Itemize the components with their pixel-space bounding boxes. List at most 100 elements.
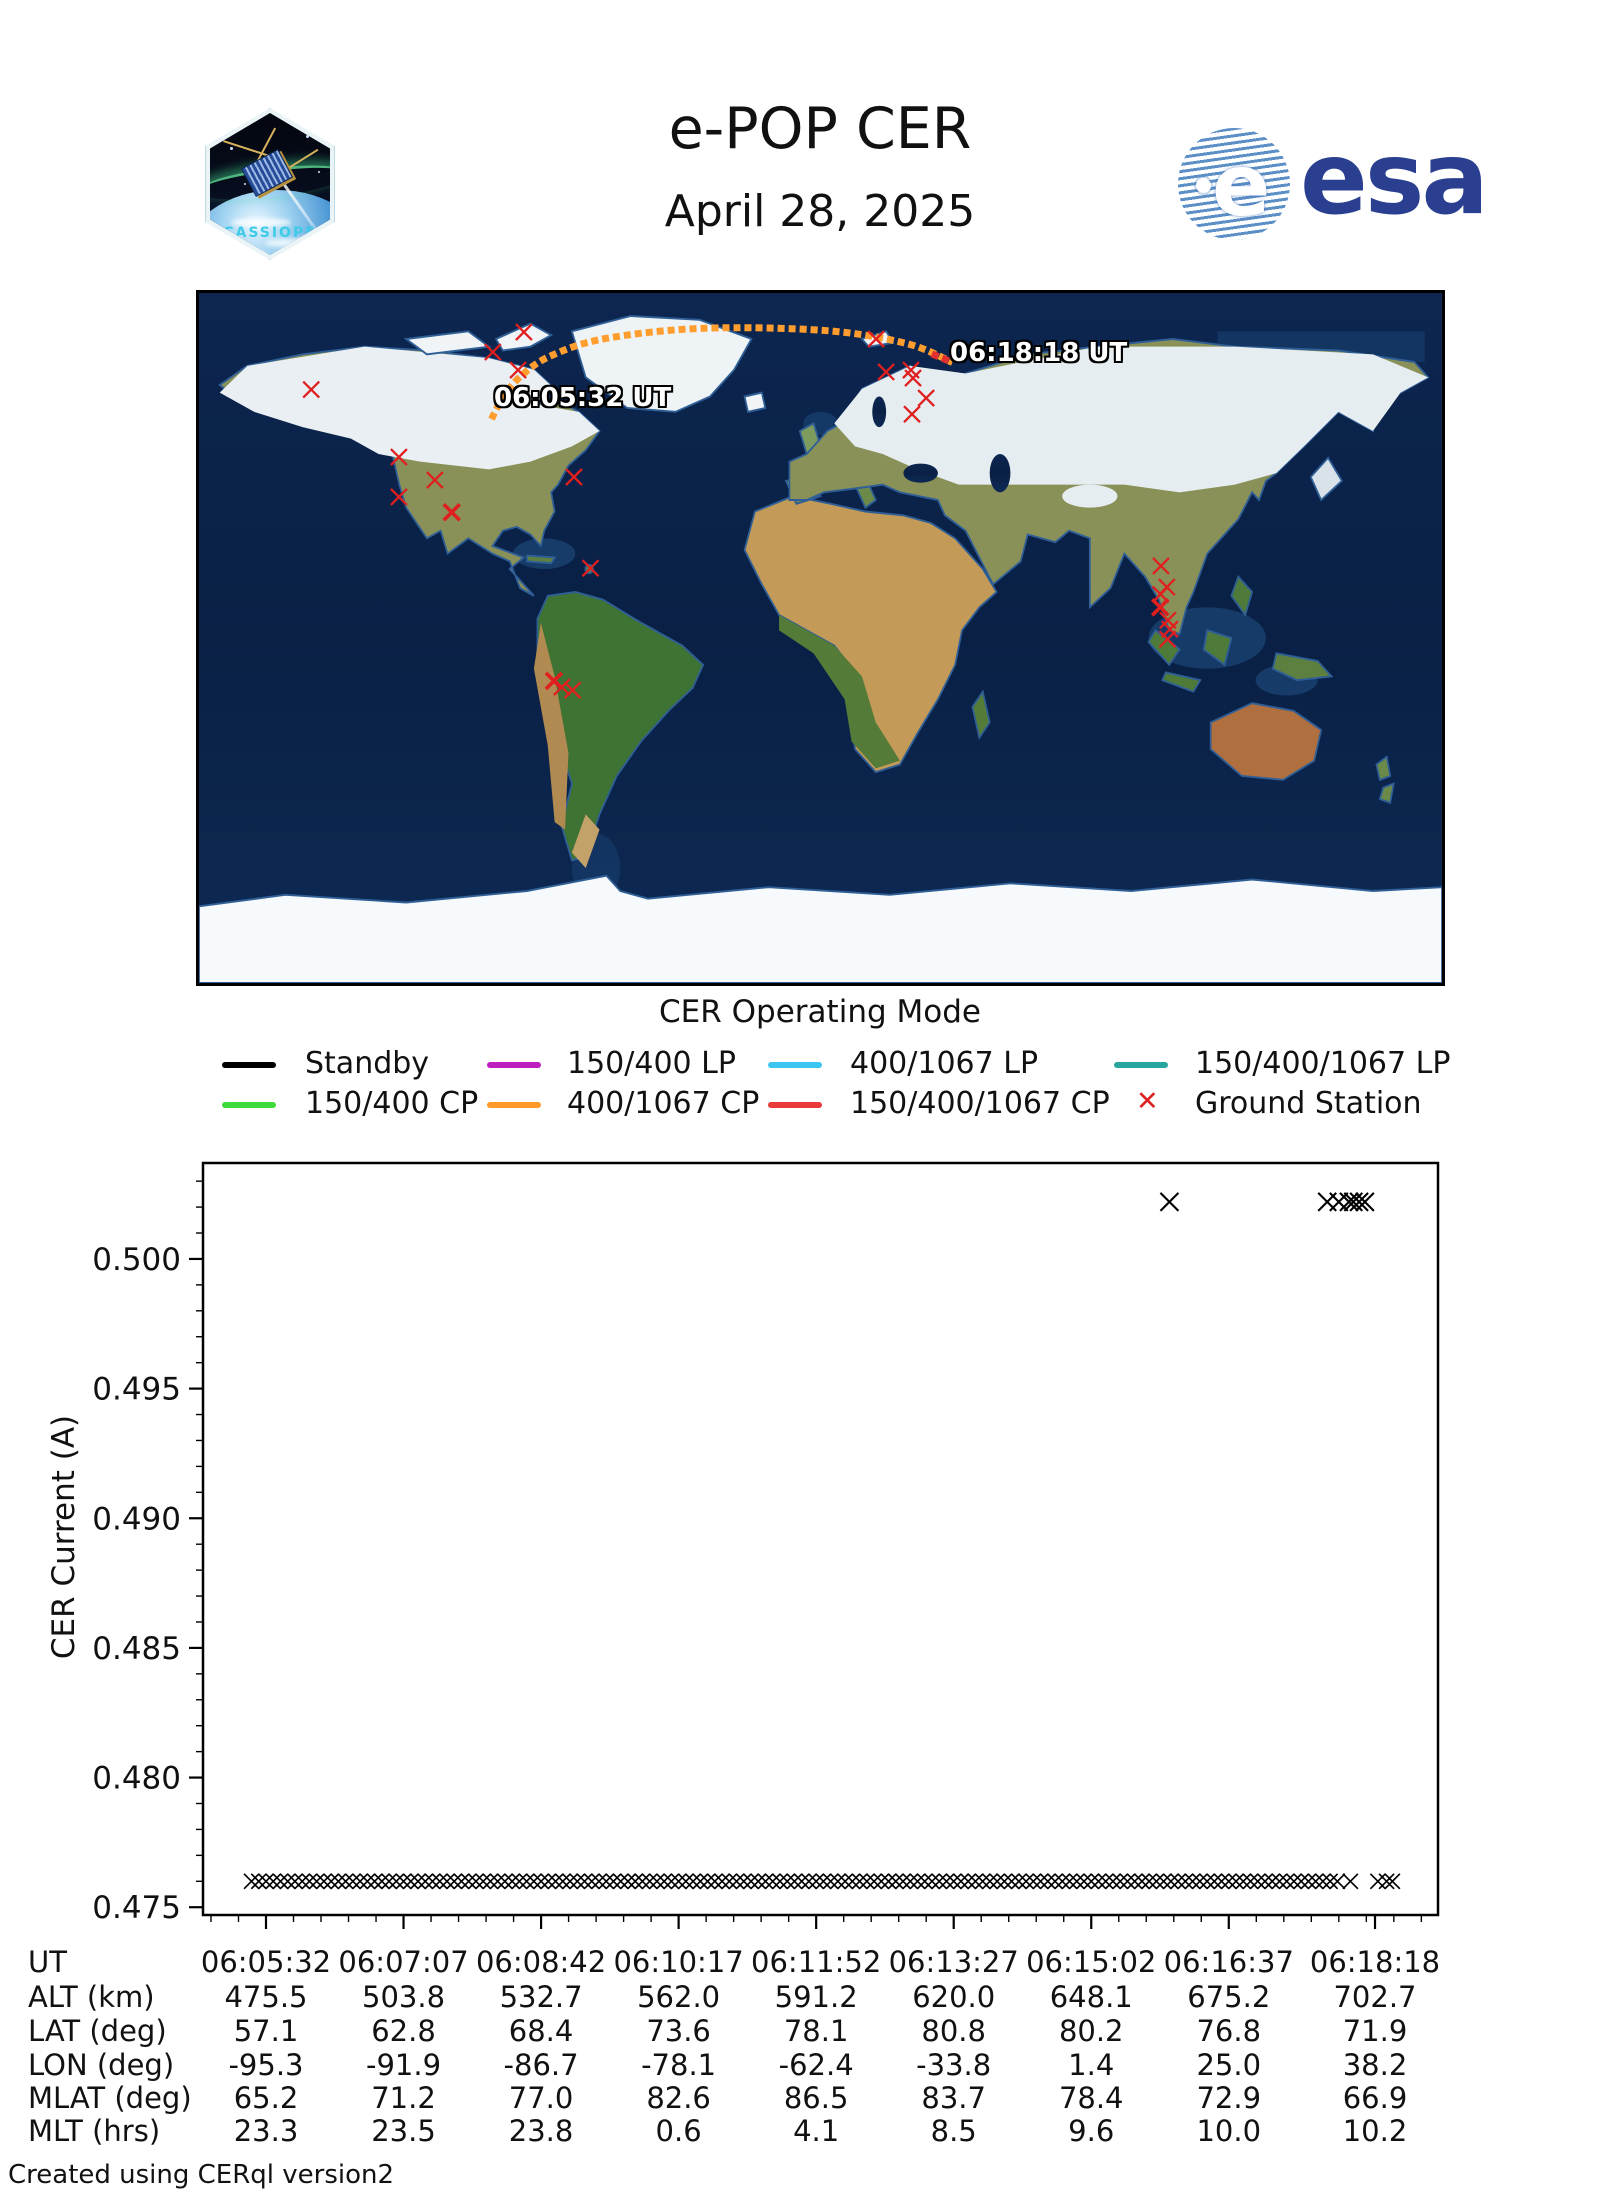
table-cell: -86.7 xyxy=(503,2048,579,2082)
table-cell: 80.8 xyxy=(921,2014,986,2048)
ground-station-x-icon xyxy=(509,361,527,379)
table-cell: -78.1 xyxy=(641,2048,717,2082)
ground-station-x-icon xyxy=(553,678,571,696)
table-cell: 38.2 xyxy=(1342,2048,1408,2082)
svg-text:0.500: 0.500 xyxy=(92,1242,181,1278)
ground-station-x-icon xyxy=(544,671,564,691)
table-cell: 675.2 xyxy=(1187,1980,1271,2014)
esa-wordmark: esa xyxy=(1300,120,1489,237)
esa-globe-icon: e xyxy=(1178,128,1290,240)
table-cell: 4.1 xyxy=(793,2114,840,2148)
star-icon xyxy=(230,147,233,150)
table-row-label: MLT (hrs) xyxy=(28,2114,161,2148)
star-icon xyxy=(244,183,246,185)
table-cell: 06:11:52 xyxy=(751,1945,882,1979)
table-cell: 57.1 xyxy=(233,2014,299,2048)
table-cell: 10.0 xyxy=(1196,2114,1262,2148)
scatter-points-elevated xyxy=(1159,1192,1375,1212)
table-cell: 10.2 xyxy=(1342,2114,1408,2148)
legend-entry-label: 150/400 LP xyxy=(567,1046,736,1081)
ground-station-x-icon xyxy=(1158,630,1177,648)
patch-mission-name: CASSIOPE xyxy=(223,225,317,241)
esa-logo: e esa xyxy=(1172,118,1489,248)
table-cell: 591.2 xyxy=(774,1980,858,2014)
table-cell: 78.1 xyxy=(783,2014,849,2048)
page-title: e-POP CER xyxy=(668,96,972,162)
table-cell: 72.9 xyxy=(1196,2081,1262,2115)
y-axis-label: CER Current (A) xyxy=(46,1414,82,1660)
ground-station-x-icon xyxy=(917,389,935,407)
table-cell: 71.2 xyxy=(371,2081,436,2115)
legend-entry-label: 400/1067 CP xyxy=(567,1086,760,1121)
table-cell: 73.6 xyxy=(646,2014,711,2048)
svg-text:0.495: 0.495 xyxy=(92,1372,181,1408)
table-cell: 06:16:37 xyxy=(1163,1945,1294,1979)
legend-entry-label: 400/1067 LP xyxy=(850,1046,1039,1081)
ground-station-x-icon xyxy=(426,471,444,489)
table-cell: 23.5 xyxy=(371,2114,436,2148)
orbit-track xyxy=(488,324,954,421)
plot-frame xyxy=(201,1161,1440,1917)
table-cell: 86.5 xyxy=(783,2081,849,2115)
table-cell: 06:10:17 xyxy=(613,1945,744,1979)
table-row-label: LAT (deg) xyxy=(28,2014,167,2048)
ground-station-x-icon xyxy=(903,405,921,423)
svg-text:0.480: 0.480 xyxy=(92,1761,181,1797)
table-cell: 76.8 xyxy=(1196,2014,1262,2048)
legend-swatch xyxy=(768,1102,822,1108)
table-row-label: ALT (km) xyxy=(28,1980,155,2014)
ground-station-x-icon xyxy=(904,369,922,387)
star-icon xyxy=(306,135,309,138)
table-cell: 77.0 xyxy=(508,2081,574,2115)
ground-station-x-icon xyxy=(1152,557,1170,575)
ground-station-x-icon xyxy=(1161,620,1179,638)
orbit-track-main xyxy=(488,324,954,421)
cassiope-mission-patch: CASSIOPE xyxy=(205,108,335,260)
ground-station-x-icon xyxy=(515,323,533,341)
ground-station-x-icon xyxy=(565,468,583,486)
table-cell: 23.3 xyxy=(233,2114,299,2148)
table-cell: 83.7 xyxy=(921,2081,986,2115)
table-cell: 06:07:07 xyxy=(338,1945,469,1979)
legend-swatch xyxy=(487,1062,541,1068)
x-axis-ticks xyxy=(210,1915,1423,1929)
table-cell: 25.0 xyxy=(1196,2048,1262,2082)
ground-station-x-icon xyxy=(877,363,895,381)
table-cell: 06:13:27 xyxy=(888,1945,1019,1979)
ground-station-x-icon xyxy=(302,380,321,399)
legend-swatch xyxy=(1114,1062,1168,1068)
table-cell: 06:08:42 xyxy=(475,1945,607,1979)
table-cell: 71.9 xyxy=(1342,2014,1408,2048)
legend-entry-label: Ground Station xyxy=(1195,1086,1422,1121)
orbit-track-end-mode xyxy=(930,350,952,365)
ground-station-x-icon xyxy=(390,448,408,466)
table-cell: 65.2 xyxy=(233,2081,299,2115)
y-axis-ticks: 0.475 0.480 0.485 0.490 0.495 0.500 xyxy=(92,1180,203,1926)
table-cell: 0.6 xyxy=(655,2114,702,2148)
table-cell: 562.0 xyxy=(637,1980,721,2014)
table-cell: -33.8 xyxy=(916,2048,992,2082)
table-cell: 06:18:18 xyxy=(1309,1945,1441,1979)
cer-current-plot: 0.475 0.480 0.485 0.490 0.495 0.500 xyxy=(92,1161,1440,1929)
legend-title: CER Operating Mode xyxy=(659,994,981,1030)
table-cell: 06:05:32 xyxy=(200,1945,332,1979)
ground-station-x-icon xyxy=(563,681,582,699)
table-cell: 702.7 xyxy=(1333,1980,1417,2014)
table-cell: 9.6 xyxy=(1068,2114,1115,2148)
table-cell: 62.8 xyxy=(371,2014,436,2048)
legend-swatch xyxy=(487,1102,541,1108)
table-cell: 06:15:02 xyxy=(1026,1945,1157,1979)
legend-entry-label: 150/400 CP xyxy=(305,1086,479,1121)
legend-swatch xyxy=(768,1062,822,1068)
table-cell: 503.8 xyxy=(362,1980,446,2014)
page-subtitle-date: April 28, 2025 xyxy=(664,186,976,237)
table-cell: 68.4 xyxy=(508,2014,574,2048)
legend-entry-label: Standby xyxy=(305,1046,430,1081)
svg-text:0.490: 0.490 xyxy=(92,1501,181,1537)
track-start-time-label: 06:05:32 UT xyxy=(494,383,672,413)
table-cell: 648.1 xyxy=(1049,1980,1133,2014)
table-cell: 23.8 xyxy=(508,2114,574,2148)
table-row-label: MLAT (deg) xyxy=(28,2081,192,2115)
table-cell: 78.4 xyxy=(1058,2081,1124,2115)
